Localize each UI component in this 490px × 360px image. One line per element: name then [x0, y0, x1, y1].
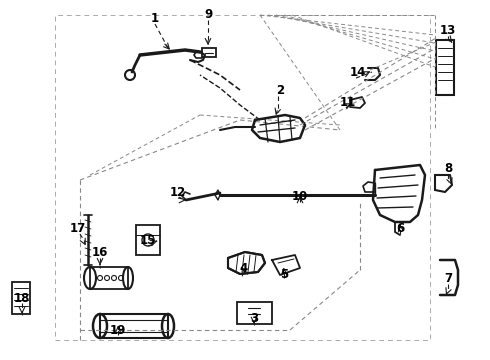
- Bar: [237, 302, 272, 324]
- Text: 14: 14: [350, 66, 366, 78]
- Text: 9: 9: [204, 8, 212, 21]
- Text: 10: 10: [292, 189, 308, 202]
- Bar: [12, 282, 30, 314]
- Text: 8: 8: [444, 162, 452, 175]
- Text: 17: 17: [70, 221, 86, 234]
- Text: 12: 12: [170, 185, 186, 198]
- Text: 15: 15: [140, 234, 156, 247]
- Text: 13: 13: [440, 23, 456, 36]
- Text: 16: 16: [92, 246, 108, 258]
- Text: 7: 7: [444, 271, 452, 284]
- Text: 5: 5: [280, 267, 288, 280]
- Polygon shape: [228, 252, 265, 274]
- Text: 2: 2: [276, 84, 284, 96]
- Bar: [100, 314, 168, 338]
- Text: 1: 1: [151, 12, 159, 24]
- Text: 3: 3: [250, 311, 258, 324]
- Bar: [136, 225, 160, 255]
- Bar: [90, 267, 128, 289]
- Text: 11: 11: [340, 95, 356, 108]
- Text: 6: 6: [396, 221, 404, 234]
- Text: 19: 19: [110, 324, 126, 337]
- Bar: [202, 48, 216, 57]
- Text: 18: 18: [14, 292, 30, 305]
- Bar: [436, 40, 454, 95]
- Text: 4: 4: [240, 261, 248, 274]
